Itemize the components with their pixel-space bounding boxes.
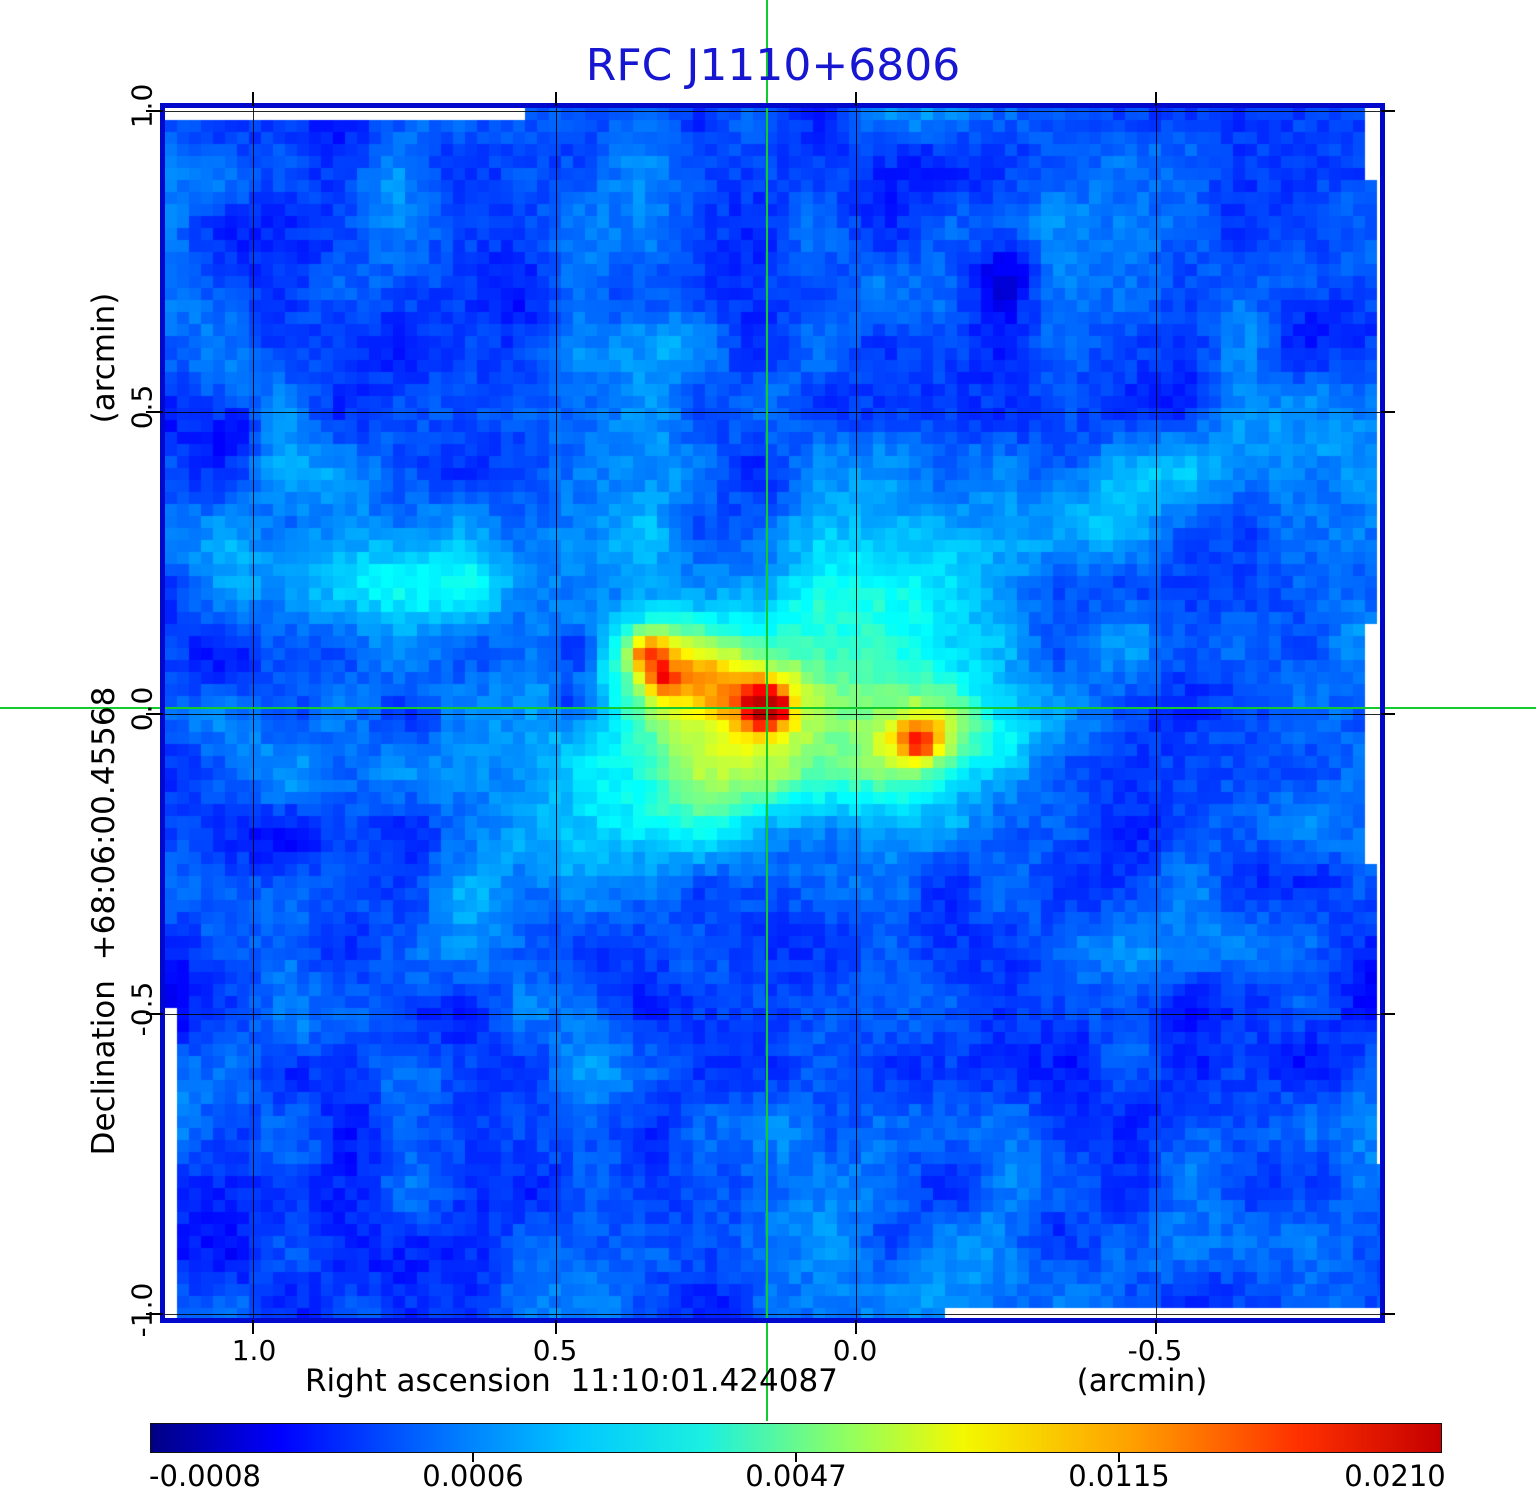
x-tick-label: 0.0 xyxy=(832,1334,878,1367)
y-tick-label: -0.5 xyxy=(125,981,159,1037)
x-tick-label: -0.5 xyxy=(1127,1334,1183,1367)
colorbar-label: -0.0008 xyxy=(149,1459,261,1493)
crosshair-vertical-line xyxy=(766,0,768,1421)
y-tick-label: 0.5 xyxy=(125,384,159,430)
y-axis-unit-label: (arcmin) xyxy=(86,292,122,424)
y-axis-title: Declination +68:06:00.45568 xyxy=(86,686,122,1156)
colorbar-label: 0.0115 xyxy=(1068,1459,1170,1493)
colorbar xyxy=(150,1423,1442,1453)
colorbar-label: 0.0047 xyxy=(745,1459,847,1493)
colorbar-tick xyxy=(795,1453,797,1462)
colorbar-tick xyxy=(472,1453,474,1462)
page-title: RFC J1110+6806 xyxy=(585,40,961,91)
colorbar-label: 0.0006 xyxy=(422,1459,524,1493)
colorbar-tick xyxy=(1118,1453,1120,1462)
plot-frame xyxy=(160,103,1385,1323)
colorbar-label: 0.0210 xyxy=(1344,1459,1446,1493)
sky-heatmap xyxy=(165,108,1380,1318)
x-axis-title: Right ascension 11:10:01.424087 xyxy=(305,1363,838,1399)
x-axis-unit-label: (arcmin) xyxy=(1076,1363,1208,1399)
y-tick-label: 0.0 xyxy=(125,686,159,732)
x-tick-label: 1.0 xyxy=(231,1334,277,1367)
x-tick-label: 0.5 xyxy=(532,1334,578,1367)
y-tick-label: 1.0 xyxy=(125,83,159,129)
y-tick-label: -1.0 xyxy=(125,1282,159,1338)
crosshair-horizontal-line xyxy=(0,707,1536,709)
